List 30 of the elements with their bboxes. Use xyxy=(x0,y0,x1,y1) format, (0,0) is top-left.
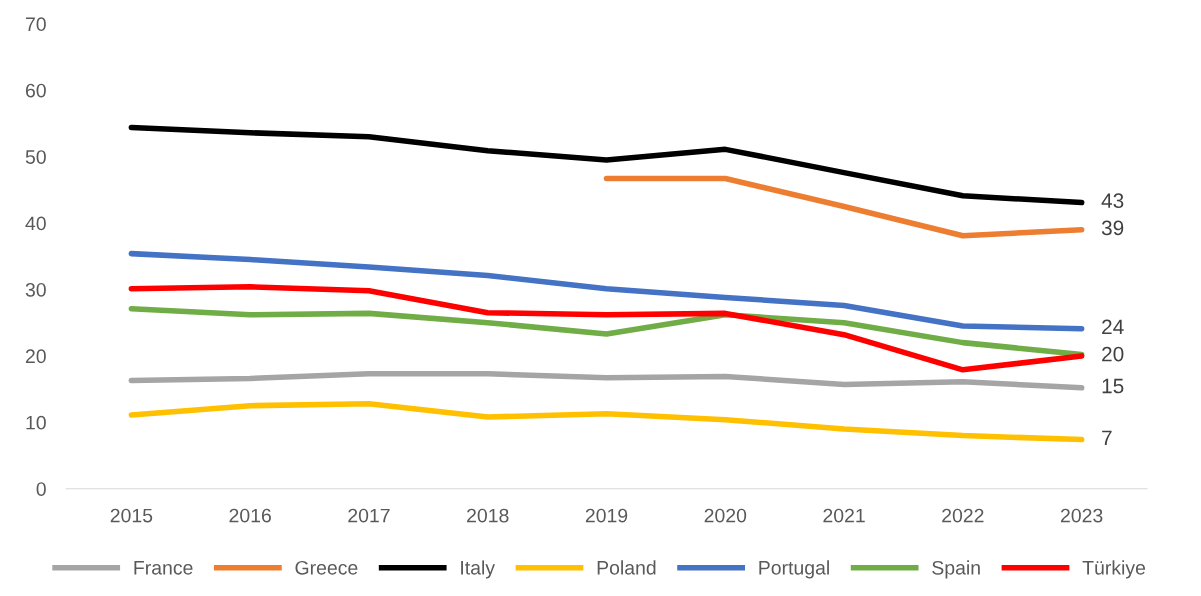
legend-label: Portugal xyxy=(759,560,829,579)
x-tick-label: 2020 xyxy=(704,508,747,523)
legend-label: Greece xyxy=(295,560,358,575)
y-tick-label: 10 xyxy=(26,415,46,430)
annotation: 24 xyxy=(1102,319,1124,335)
x-tick-label: 2017 xyxy=(348,508,390,523)
y-tick-label: 40 xyxy=(25,216,46,231)
annotation: 39 xyxy=(1101,220,1124,236)
y-tick-label: 70 xyxy=(25,17,46,32)
annotation: 20 xyxy=(1102,346,1124,362)
x-tick-label: 2019 xyxy=(585,508,628,523)
x-tick-label: 2023 xyxy=(1060,508,1103,523)
legend-label: Italy xyxy=(461,560,495,579)
legend-label: Spain xyxy=(932,560,980,579)
y-tick-label: 30 xyxy=(25,282,46,297)
y-tick-label: 0 xyxy=(36,482,46,496)
x-tick-label: 2015 xyxy=(110,508,153,523)
annotation: 43 xyxy=(1101,193,1124,209)
y-tick-label: 50 xyxy=(25,150,46,164)
annotation: 7 xyxy=(1102,430,1112,445)
x-tick-label: 2016 xyxy=(229,508,271,523)
legend-label: Türkiye xyxy=(1082,560,1146,579)
x-tick-label: 2018 xyxy=(467,508,509,523)
y-tick-label: 60 xyxy=(25,83,46,98)
x-tick-label: 2021 xyxy=(823,508,865,523)
y-tick-label: 20 xyxy=(25,349,46,364)
legend-label: Poland xyxy=(597,560,656,575)
x-tick-label: 2022 xyxy=(942,508,984,523)
annotation: 15 xyxy=(1102,378,1124,394)
legend-label: France xyxy=(134,561,193,575)
